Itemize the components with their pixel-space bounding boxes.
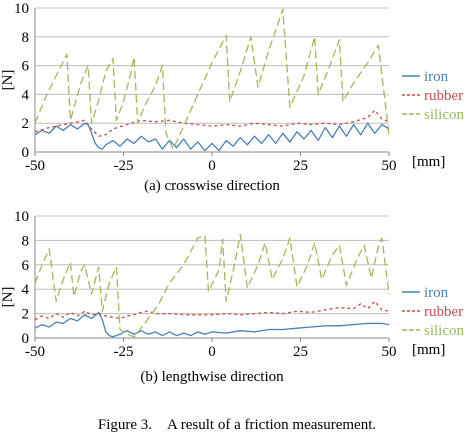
x-axis-unit-label: [mm]: [412, 154, 445, 170]
x-tick-label: -25: [114, 158, 134, 174]
series-line-silicon: [34, 233, 390, 338]
legend-label-silicon: silicon: [424, 323, 464, 339]
y-axis-label: [N]: [0, 287, 16, 308]
legend-label-silicon: silicon: [424, 107, 464, 123]
y-tick-label: 10: [14, 1, 29, 17]
y-tick-label: 6: [22, 258, 30, 274]
legend-label-rubber: rubber: [424, 88, 463, 104]
series-line-rubber: [34, 109, 390, 137]
y-tick-label: 0: [22, 145, 30, 161]
y-tick-label: 8: [22, 233, 30, 249]
x-tick-label: 0: [208, 158, 216, 174]
y-axis-label: [N]: [0, 70, 16, 91]
x-axis-unit-label: [mm]: [412, 342, 445, 358]
x-tick-label: -25: [114, 344, 134, 360]
y-tick-label: 6: [22, 59, 30, 75]
chart-panel-a: 0 2 4 6 8 10 -50 -25 0 25 50 [N] [mm] iron rubber silic…: [0, 1, 464, 194]
x-tick-label: 0: [208, 344, 216, 360]
x-tick-label: -50: [25, 344, 45, 360]
legend-label-iron: iron: [424, 285, 449, 301]
series-line-rubber: [34, 300, 390, 321]
legend-label-rubber: rubber: [424, 304, 463, 320]
x-tick-label: -50: [25, 158, 45, 174]
y-tick-label: 8: [22, 30, 30, 46]
y-tick-label: 4: [22, 282, 30, 298]
y-tick-label: 10: [14, 209, 29, 225]
x-tick-label: 50: [382, 158, 397, 174]
series-line-silicon: [34, 8, 390, 150]
figure-caption: Figure 3. A result of a friction measure…: [98, 417, 376, 433]
panel-caption: (b) lengthwise direction: [140, 369, 284, 385]
panel-caption: (a) crosswise direction: [144, 178, 280, 194]
series-line-iron: [34, 311, 390, 338]
y-tick-label: 0: [22, 331, 30, 347]
x-tick-label: 25: [293, 344, 308, 360]
y-tick-label: 2: [22, 116, 30, 132]
chart-panel-b: 0 2 4 6 8 10 -50 -25 0 25 50 [N] [mm] iron rubber silic…: [0, 209, 464, 385]
legend-label-iron: iron: [424, 69, 449, 85]
y-tick-label: 2: [22, 307, 30, 323]
x-tick-label: 25: [293, 158, 308, 174]
series-line-iron: [34, 122, 390, 152]
x-tick-label: 50: [382, 344, 397, 360]
y-tick-label: 4: [22, 87, 30, 103]
